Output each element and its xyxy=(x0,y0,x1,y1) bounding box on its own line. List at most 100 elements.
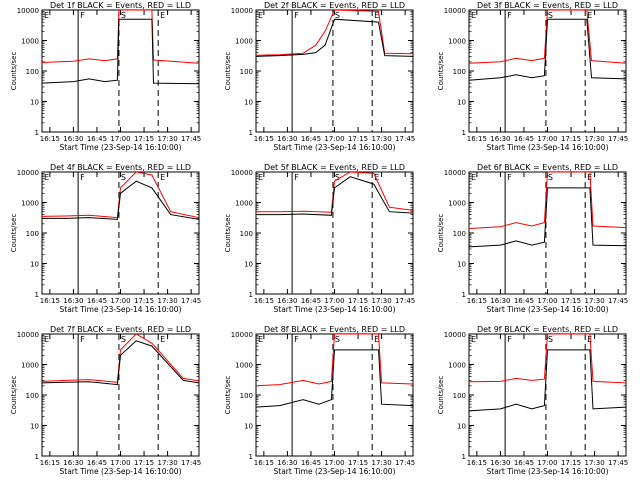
y-tick-label: 100 xyxy=(453,392,466,400)
x-tick-label: 16:30 xyxy=(277,459,297,467)
panel-title: Det 8f BLACK = Events, RED = LLD xyxy=(264,325,405,334)
lld-series-line xyxy=(469,334,626,384)
x-axis-label: Start Time (23-Sep-14 16:10:00) xyxy=(487,305,609,314)
marker-label: E xyxy=(471,11,476,20)
y-axis-label: Counts/sec xyxy=(437,376,445,415)
plot-frame xyxy=(41,9,200,133)
x-tick-label: 16:45 xyxy=(87,297,107,305)
x-tick-label: 17:30 xyxy=(585,135,605,143)
x-tick-label: 16:30 xyxy=(490,297,510,305)
x-tick-label: 16:15 xyxy=(40,459,60,467)
x-tick-label: 17:15 xyxy=(134,459,154,467)
marker-label: E xyxy=(587,335,592,344)
marker-label: E xyxy=(587,173,592,182)
y-tick-label: 10 xyxy=(457,99,466,107)
y-axis-label: Counts/sec xyxy=(10,376,18,415)
y-tick-label: 100 xyxy=(26,230,39,238)
x-tick-label: 17:15 xyxy=(134,297,154,305)
y-tick-label: 1 xyxy=(462,291,466,299)
y-tick-label: 1000 xyxy=(21,200,39,208)
events-series-line xyxy=(42,180,199,220)
marker-label: F xyxy=(507,173,512,182)
marker-label: F xyxy=(507,335,512,344)
marker-label: S xyxy=(335,335,340,344)
y-tick-label: 1000 xyxy=(235,38,253,46)
x-tick-label: 17:45 xyxy=(395,135,415,143)
x-tick-label: 16:45 xyxy=(301,297,321,305)
y-tick-label: 100 xyxy=(453,230,466,238)
y-tick-label: 10 xyxy=(244,261,253,269)
x-tick-label: 16:15 xyxy=(467,297,487,305)
events-series-line xyxy=(42,18,199,85)
y-axis-label: Counts/sec xyxy=(224,214,232,253)
x-tick-label: 17:30 xyxy=(585,297,605,305)
y-tick-label: 1 xyxy=(462,453,466,461)
y-tick-label: 10000 xyxy=(17,331,39,339)
y-axis-label: Counts/sec xyxy=(10,214,18,253)
lld-series-line xyxy=(469,10,626,64)
marker-label: F xyxy=(294,173,299,182)
y-tick-label: 10 xyxy=(457,261,466,269)
marker-label: E xyxy=(160,335,165,344)
lld-series-line xyxy=(469,172,626,229)
marker-label: F xyxy=(507,11,512,20)
x-tick-label: 16:45 xyxy=(514,135,534,143)
x-axis-label: Start Time (23-Sep-14 16:10:00) xyxy=(487,143,609,152)
y-axis-label: Counts/sec xyxy=(10,52,18,91)
x-tick-label: 16:30 xyxy=(63,459,83,467)
y-tick-label: 1000 xyxy=(21,38,39,46)
x-tick-label: 16:45 xyxy=(514,459,534,467)
x-tick-label: 17:15 xyxy=(561,459,581,467)
lld-series-line xyxy=(256,334,413,387)
panel-4: Det 4f BLACK = Events, RED = LLD 1 10 100 10… xyxy=(10,163,201,314)
panel-title: Det 2f BLACK = Events, RED = LLD xyxy=(264,1,405,10)
events-series-line xyxy=(256,18,413,57)
y-tick-label: 1 xyxy=(249,129,253,137)
y-tick-label: 10 xyxy=(30,261,39,269)
marker-label: E xyxy=(258,11,263,20)
x-tick-label: 16:45 xyxy=(87,135,107,143)
x-tick-label: 16:45 xyxy=(87,459,107,467)
marker-label: S xyxy=(548,11,553,20)
events-series-line xyxy=(469,18,626,81)
lld-series-line xyxy=(256,172,413,213)
marker-label: E xyxy=(374,173,379,182)
marker-label: E xyxy=(44,173,49,182)
panel-2: Det 2f BLACK = Events, RED = LLD 1 10 100 10… xyxy=(224,1,415,152)
marker-label: E xyxy=(471,335,476,344)
x-tick-label: 16:15 xyxy=(254,459,274,467)
x-tick-label: 17:30 xyxy=(372,459,392,467)
y-tick-label: 1000 xyxy=(448,200,466,208)
events-series-line xyxy=(469,349,626,412)
x-tick-label: 17:30 xyxy=(158,459,178,467)
x-tick-label: 17:00 xyxy=(110,459,130,467)
y-tick-label: 100 xyxy=(26,392,39,400)
marker-label: E xyxy=(374,335,379,344)
y-tick-label: 1000 xyxy=(448,362,466,370)
y-tick-label: 10000 xyxy=(444,331,466,339)
marker-label: S xyxy=(121,335,126,344)
panel-7: Det 7f BLACK = Events, RED = LLD 1 10 100 10… xyxy=(10,325,201,476)
y-tick-label: 1 xyxy=(35,453,39,461)
panel-title: Det 9f BLACK = Events, RED = LLD xyxy=(477,325,618,334)
x-tick-label: 17:15 xyxy=(134,135,154,143)
x-tick-label: 17:15 xyxy=(348,459,368,467)
panel-8: Det 8f BLACK = Events, RED = LLD 1 10 100 10… xyxy=(224,325,415,476)
y-tick-label: 100 xyxy=(26,68,39,76)
x-tick-label: 17:45 xyxy=(181,459,201,467)
x-tick-label: 17:30 xyxy=(158,135,178,143)
events-series-line xyxy=(42,340,199,386)
x-tick-label: 16:30 xyxy=(277,297,297,305)
y-tick-label: 1 xyxy=(249,453,253,461)
x-tick-label: 17:00 xyxy=(537,135,557,143)
marker-label: F xyxy=(80,11,85,20)
y-tick-label: 1 xyxy=(249,291,253,299)
marker-label: E xyxy=(44,335,49,344)
marker-label: E xyxy=(587,11,592,20)
x-tick-label: 17:45 xyxy=(608,459,628,467)
x-tick-label: 17:45 xyxy=(181,297,201,305)
events-series-line xyxy=(256,349,413,408)
lld-series-line xyxy=(42,172,199,219)
x-tick-label: 17:30 xyxy=(372,135,392,143)
marker-label: S xyxy=(548,335,553,344)
